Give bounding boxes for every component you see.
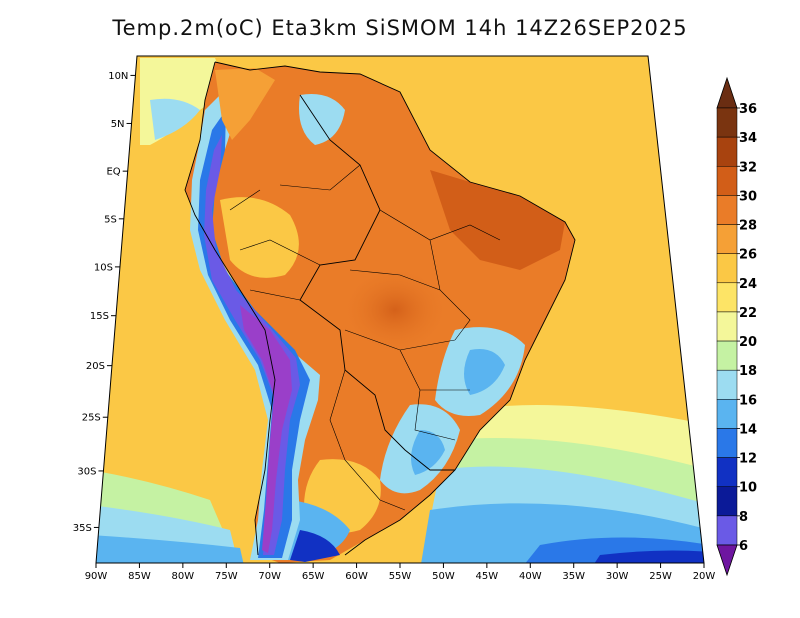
lon-tick-label: 70W — [258, 571, 281, 582]
guiana-patch — [299, 94, 345, 145]
lat-tick-label: 30S — [77, 466, 96, 477]
colorbar-segment — [716, 340, 738, 371]
brazil-border — [299, 94, 455, 471]
temperature-map — [96, 56, 704, 563]
colorbar-label: 6 — [739, 539, 748, 554]
lat-tick-label: 20S — [86, 361, 105, 372]
lat-tick-label: 5N — [111, 119, 125, 130]
lat-tick-label: 10N — [108, 71, 128, 82]
lon-tick-label: 20W — [693, 571, 716, 582]
patagonia-dark — [290, 530, 340, 562]
andes-violet — [240, 305, 292, 553]
colorbar-label: 10 — [739, 481, 757, 496]
lat-tick-label: 10S — [94, 262, 113, 273]
lon-tick-label: 30W — [606, 571, 629, 582]
south-blue — [411, 430, 445, 475]
amazon-cooler — [220, 197, 299, 278]
colorbar-segment — [716, 136, 738, 167]
colorbar-segment — [716, 428, 738, 458]
lon-tick-label: 65W — [302, 571, 325, 582]
lat-tick-label: EQ — [106, 167, 120, 178]
lon-tick-label: 45W — [476, 571, 499, 582]
colorbar-label: 36 — [739, 102, 757, 117]
colorbar-label: 18 — [739, 364, 757, 379]
lon-tick-label: 50W — [432, 571, 455, 582]
colorbar-label: 28 — [739, 219, 757, 234]
colorbar-label: 34 — [739, 131, 757, 146]
lon-tick-label: 85W — [128, 571, 151, 582]
lon-tick-label: 90W — [85, 571, 108, 582]
lat-tick-label: 35S — [73, 523, 92, 534]
central-hot — [340, 265, 450, 355]
colorbar-label: 24 — [739, 277, 757, 292]
colorbar-label: 22 — [739, 306, 757, 321]
lon-tick-label: 55W — [389, 571, 412, 582]
colorbar-segment — [716, 195, 738, 225]
lon-tick-label: 75W — [215, 571, 238, 582]
nordeste-hot — [430, 170, 565, 270]
lat-tick-label: 15S — [90, 311, 109, 322]
colorbar-segment — [716, 515, 738, 546]
lat-tick-label: 25S — [82, 413, 101, 424]
lon-tick-label: 80W — [172, 571, 195, 582]
colorbar-label: 16 — [739, 393, 757, 408]
river-plate — [329, 369, 406, 511]
colorbar-label: 26 — [739, 248, 757, 263]
colorbar-label: 12 — [739, 452, 757, 467]
colorbar-label: 30 — [739, 189, 757, 204]
lon-tick-label: 40W — [519, 571, 542, 582]
colorbar-segment — [716, 224, 738, 254]
colorbar: 36 34 32 30 28 26 24 22 20 18 16 14 12 10 8 6 — [716, 76, 757, 577]
southeast-blue — [464, 349, 505, 395]
colorbar-segment — [716, 457, 738, 487]
lon-tick-label: 35W — [562, 571, 585, 582]
colorbar-label: 20 — [739, 335, 757, 350]
colorbar-over-arrow — [716, 76, 738, 109]
colorbar-segment — [716, 369, 738, 400]
colorbar-segment — [716, 282, 738, 313]
colorbar-label: 8 — [739, 510, 748, 525]
map-title: Temp.2m(oC) Eta3km SiSMOM 14h 14Z26SEP20… — [112, 16, 688, 40]
pacific-16 — [96, 535, 245, 563]
latitude-axis: 10N 5N EQ 5S 10S 15S 20S 25S 30S 35S — [73, 71, 136, 534]
colorbar-segment — [716, 486, 738, 517]
coastline — [184, 61, 576, 556]
colorbar-under-arrow — [716, 544, 738, 577]
colorbar-segment — [716, 253, 738, 284]
boundaries — [184, 61, 576, 556]
pacific-north-blue — [150, 98, 200, 140]
lon-tick-label: 60W — [345, 571, 368, 582]
lon-tick-label: 25W — [649, 571, 672, 582]
colorbar-label: 14 — [739, 422, 757, 437]
ocean-12 — [590, 550, 704, 563]
lat-tick-label: 5S — [104, 214, 117, 225]
state-borders — [229, 164, 501, 441]
colorbar-segment — [716, 311, 738, 342]
colorbar-segment — [716, 107, 738, 138]
longitude-axis: 90W 85W 80W 75W 70W 65W 60W 55W 50W 45W 40W 35W 30W 2… — [85, 563, 716, 582]
colorbar-segment — [716, 399, 738, 429]
colorbar-label: 32 — [739, 160, 757, 175]
colorbar-segment — [716, 166, 738, 196]
andes-north-orange — [215, 68, 275, 140]
